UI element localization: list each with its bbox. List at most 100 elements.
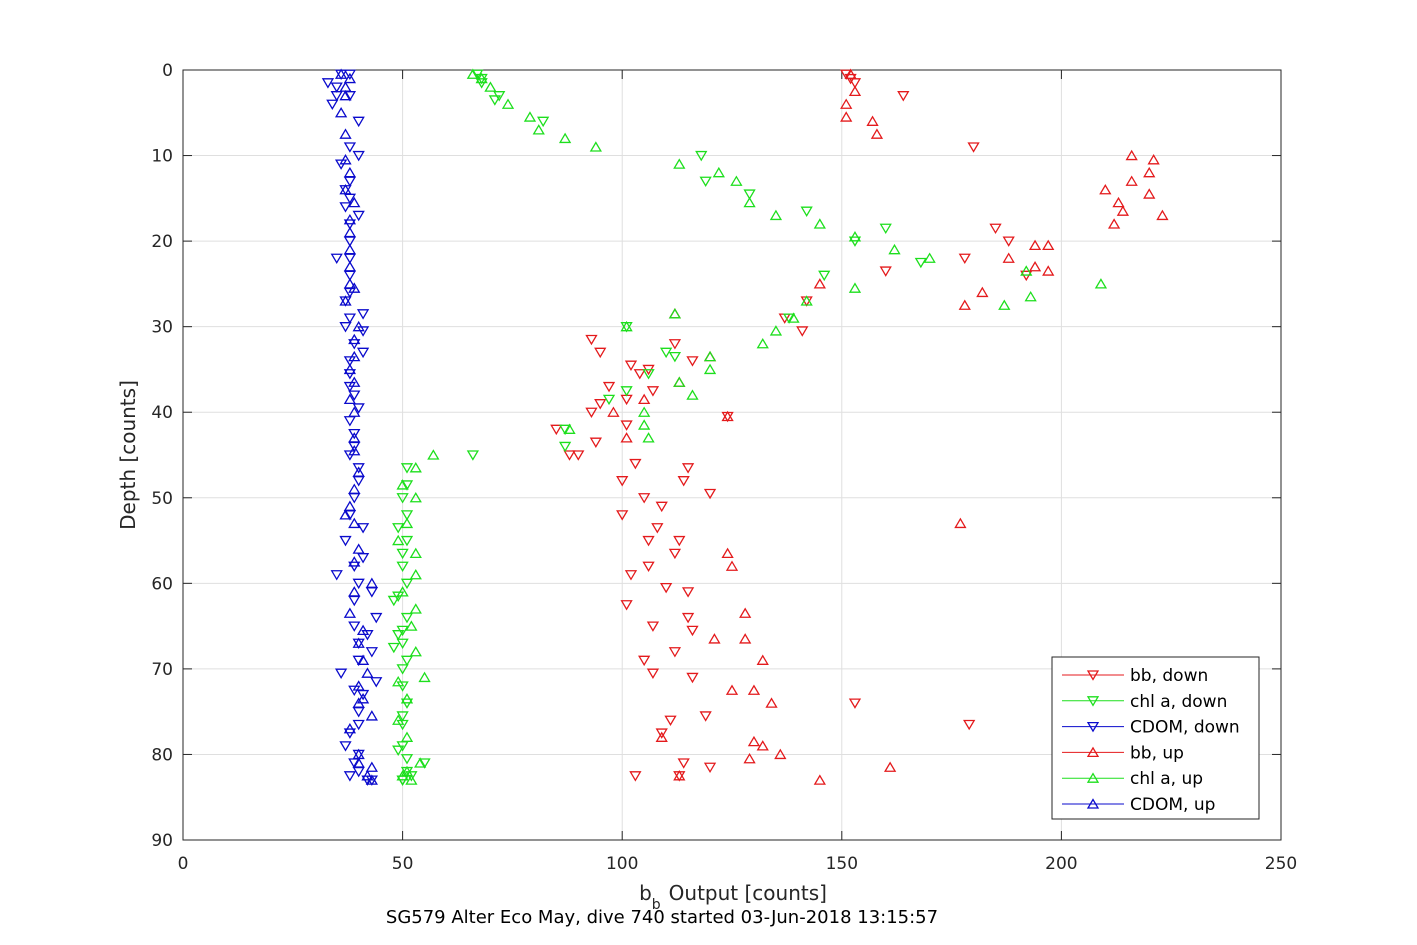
data-point [365, 577, 378, 588]
data-point [558, 424, 572, 436]
data-point [747, 735, 761, 747]
data-point [787, 312, 800, 323]
data-point [813, 218, 826, 229]
data-point [352, 697, 365, 708]
data-point [695, 150, 708, 162]
data-point [620, 600, 633, 611]
data-point [739, 607, 752, 618]
data-point [392, 523, 405, 534]
data-point [400, 765, 414, 777]
data-point [396, 493, 409, 504]
data-point [343, 313, 357, 324]
data-point [348, 556, 361, 567]
data-point [703, 350, 717, 362]
data-point [365, 710, 378, 721]
data-point [668, 548, 682, 560]
data-point [348, 282, 361, 293]
data-point [602, 381, 616, 393]
data-point [659, 347, 673, 359]
data-point [796, 326, 809, 337]
series-0 [550, 69, 1033, 782]
data-point [870, 128, 884, 139]
data-point [405, 774, 418, 785]
legend-label: bb, down [1130, 666, 1208, 686]
data-point [638, 406, 651, 417]
data-point [348, 196, 361, 208]
data-point [466, 68, 480, 79]
data-point [668, 647, 682, 658]
data-point [840, 111, 853, 122]
data-point [914, 257, 927, 269]
data-point [339, 154, 352, 165]
data-point [392, 675, 405, 687]
data-point [396, 664, 409, 675]
y-tick-label: 40 [151, 403, 173, 423]
data-point [400, 510, 414, 521]
legend-label: chl a, down [1130, 692, 1227, 712]
data-point [703, 363, 717, 375]
data-point [343, 213, 357, 225]
data-point [866, 115, 879, 126]
data-point [339, 183, 352, 195]
legend-marker [1086, 721, 1100, 733]
axes [182, 69, 1282, 841]
tick-labels: 0 50 100 150 200 250 0 10 20 30 40 50 60 70 80 90 [151, 61, 1297, 874]
data-point [348, 517, 361, 529]
data-point [1112, 196, 1125, 208]
data-point [400, 612, 414, 624]
legend-box [1051, 656, 1260, 820]
data-point [352, 463, 365, 474]
data-point [703, 488, 717, 500]
data-point [343, 243, 357, 255]
data-point [686, 625, 699, 637]
data-point [897, 91, 910, 102]
data-point [681, 612, 695, 624]
data-point [348, 376, 361, 387]
data-point [343, 722, 357, 734]
y-tick-label: 10 [151, 147, 173, 167]
data-point [348, 350, 361, 362]
data-point [387, 642, 400, 654]
data-point [686, 672, 699, 684]
data-point [563, 423, 576, 434]
data-point [813, 278, 826, 289]
data-point [343, 142, 357, 153]
data-point [352, 210, 365, 222]
series-1 [387, 69, 927, 786]
data-point [330, 570, 343, 581]
data-point [681, 463, 695, 474]
data-point [352, 637, 365, 648]
data-point [769, 325, 783, 336]
y-tick-label: 80 [151, 745, 173, 765]
data-point [668, 351, 682, 363]
data-point [879, 266, 892, 277]
data-point [330, 82, 343, 93]
data-point [848, 698, 862, 709]
data-point [646, 668, 660, 679]
data-point [756, 654, 769, 665]
data-point [725, 560, 739, 571]
data-point [1116, 205, 1130, 216]
data-point [348, 333, 361, 345]
data-point [339, 202, 352, 213]
data-point [409, 547, 422, 559]
data-point [343, 260, 357, 272]
data-point [1094, 278, 1108, 289]
data-point [585, 407, 598, 419]
data-point [629, 458, 642, 470]
data-point [1147, 154, 1160, 165]
data-point [343, 500, 357, 511]
data-point [594, 399, 607, 410]
legend-marker [1086, 696, 1100, 707]
data-point [400, 535, 414, 547]
data-point [677, 476, 690, 487]
data-point [677, 758, 690, 769]
legend-label: bb, up [1130, 743, 1184, 763]
data-point [396, 479, 409, 490]
data-point [998, 299, 1011, 310]
data-point [638, 393, 651, 405]
data-point [673, 770, 686, 781]
data-point [629, 771, 642, 782]
data-point [673, 535, 686, 547]
